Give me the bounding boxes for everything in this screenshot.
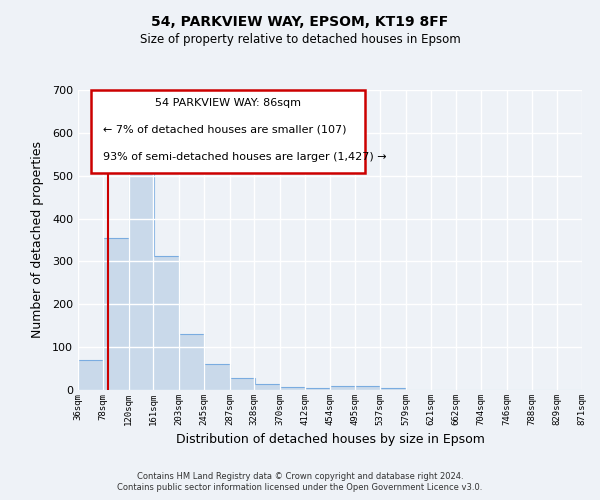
- Text: 54 PARKVIEW WAY: 86sqm: 54 PARKVIEW WAY: 86sqm: [155, 98, 301, 108]
- Bar: [103, 238, 129, 390]
- FancyBboxPatch shape: [91, 90, 365, 172]
- Bar: [78, 360, 103, 390]
- Bar: [331, 386, 356, 390]
- Text: Contains HM Land Registry data © Crown copyright and database right 2024.: Contains HM Land Registry data © Crown c…: [137, 472, 463, 481]
- Text: 54, PARKVIEW WAY, EPSOM, KT19 8FF: 54, PARKVIEW WAY, EPSOM, KT19 8FF: [151, 15, 449, 29]
- Bar: [154, 256, 179, 390]
- Bar: [305, 388, 331, 390]
- Text: ← 7% of detached houses are smaller (107): ← 7% of detached houses are smaller (107…: [103, 124, 347, 134]
- Bar: [204, 364, 230, 390]
- Text: Size of property relative to detached houses in Epsom: Size of property relative to detached ho…: [140, 32, 460, 46]
- X-axis label: Distribution of detached houses by size in Epsom: Distribution of detached houses by size …: [176, 434, 484, 446]
- Text: 93% of semi-detached houses are larger (1,427) →: 93% of semi-detached houses are larger (…: [103, 152, 387, 162]
- Bar: [179, 334, 204, 390]
- Bar: [380, 388, 406, 390]
- Bar: [355, 386, 380, 390]
- Y-axis label: Number of detached properties: Number of detached properties: [31, 142, 44, 338]
- Bar: [254, 384, 280, 390]
- Text: Contains public sector information licensed under the Open Government Licence v3: Contains public sector information licen…: [118, 484, 482, 492]
- Bar: [230, 378, 255, 390]
- Bar: [129, 148, 154, 390]
- Bar: [280, 387, 305, 390]
